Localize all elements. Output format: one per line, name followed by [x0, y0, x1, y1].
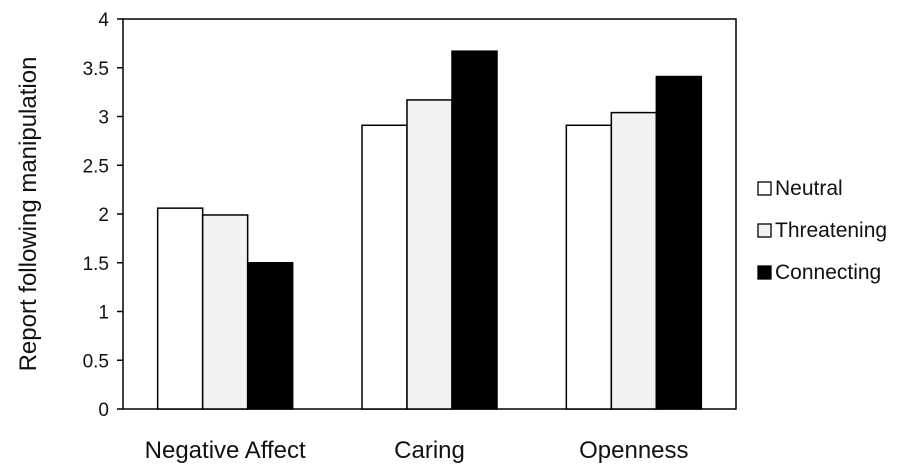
legend-label-threatening: Threatening — [775, 219, 887, 242]
bar-neutral-openness — [565, 124, 613, 410]
y-tick-label: 1.5 — [83, 254, 109, 275]
y-tick-label: 3.5 — [83, 59, 109, 80]
legend-label-neutral: Neutral — [775, 177, 843, 200]
y-tick-label: 0 — [98, 400, 109, 421]
bar-threatening-negative-affect — [201, 214, 249, 410]
legend-label-connecting: Connecting — [775, 261, 881, 284]
x-category-label: Negative Affect — [145, 437, 306, 464]
bar-neutral-negative-affect — [156, 207, 204, 410]
bar-connecting-openness — [655, 75, 703, 410]
bar-neutral-caring — [361, 124, 408, 410]
y-axis-ticks: 0 0.5 1 1.5 2 2.5 3 3.5 4 — [83, 10, 123, 421]
legend: Neutral Threatening Connecting — [757, 177, 887, 284]
y-tick-label: 0.5 — [83, 351, 109, 372]
legend-swatch-neutral — [757, 181, 772, 196]
category-labels: Negative Affect Caring Openness — [145, 437, 689, 464]
bar-connecting-caring — [451, 50, 498, 410]
legend-swatch-connecting — [757, 265, 772, 280]
y-tick-label: 1 — [98, 303, 109, 324]
x-category-label: Caring — [394, 437, 465, 464]
x-category-label: Openness — [579, 437, 688, 464]
bar-threatening-caring — [406, 99, 453, 410]
legend-swatch-threatening — [757, 223, 772, 238]
y-tick-label: 2.5 — [83, 156, 109, 177]
y-tick-label: 2 — [98, 205, 109, 226]
y-axis-label: Report following manipulation — [15, 57, 42, 372]
y-tick-label: 4 — [98, 10, 109, 31]
bars — [156, 50, 703, 410]
bar-connecting-negative-affect — [246, 262, 294, 410]
bar-threatening-openness — [610, 111, 658, 410]
y-tick-label: 3 — [98, 108, 109, 129]
